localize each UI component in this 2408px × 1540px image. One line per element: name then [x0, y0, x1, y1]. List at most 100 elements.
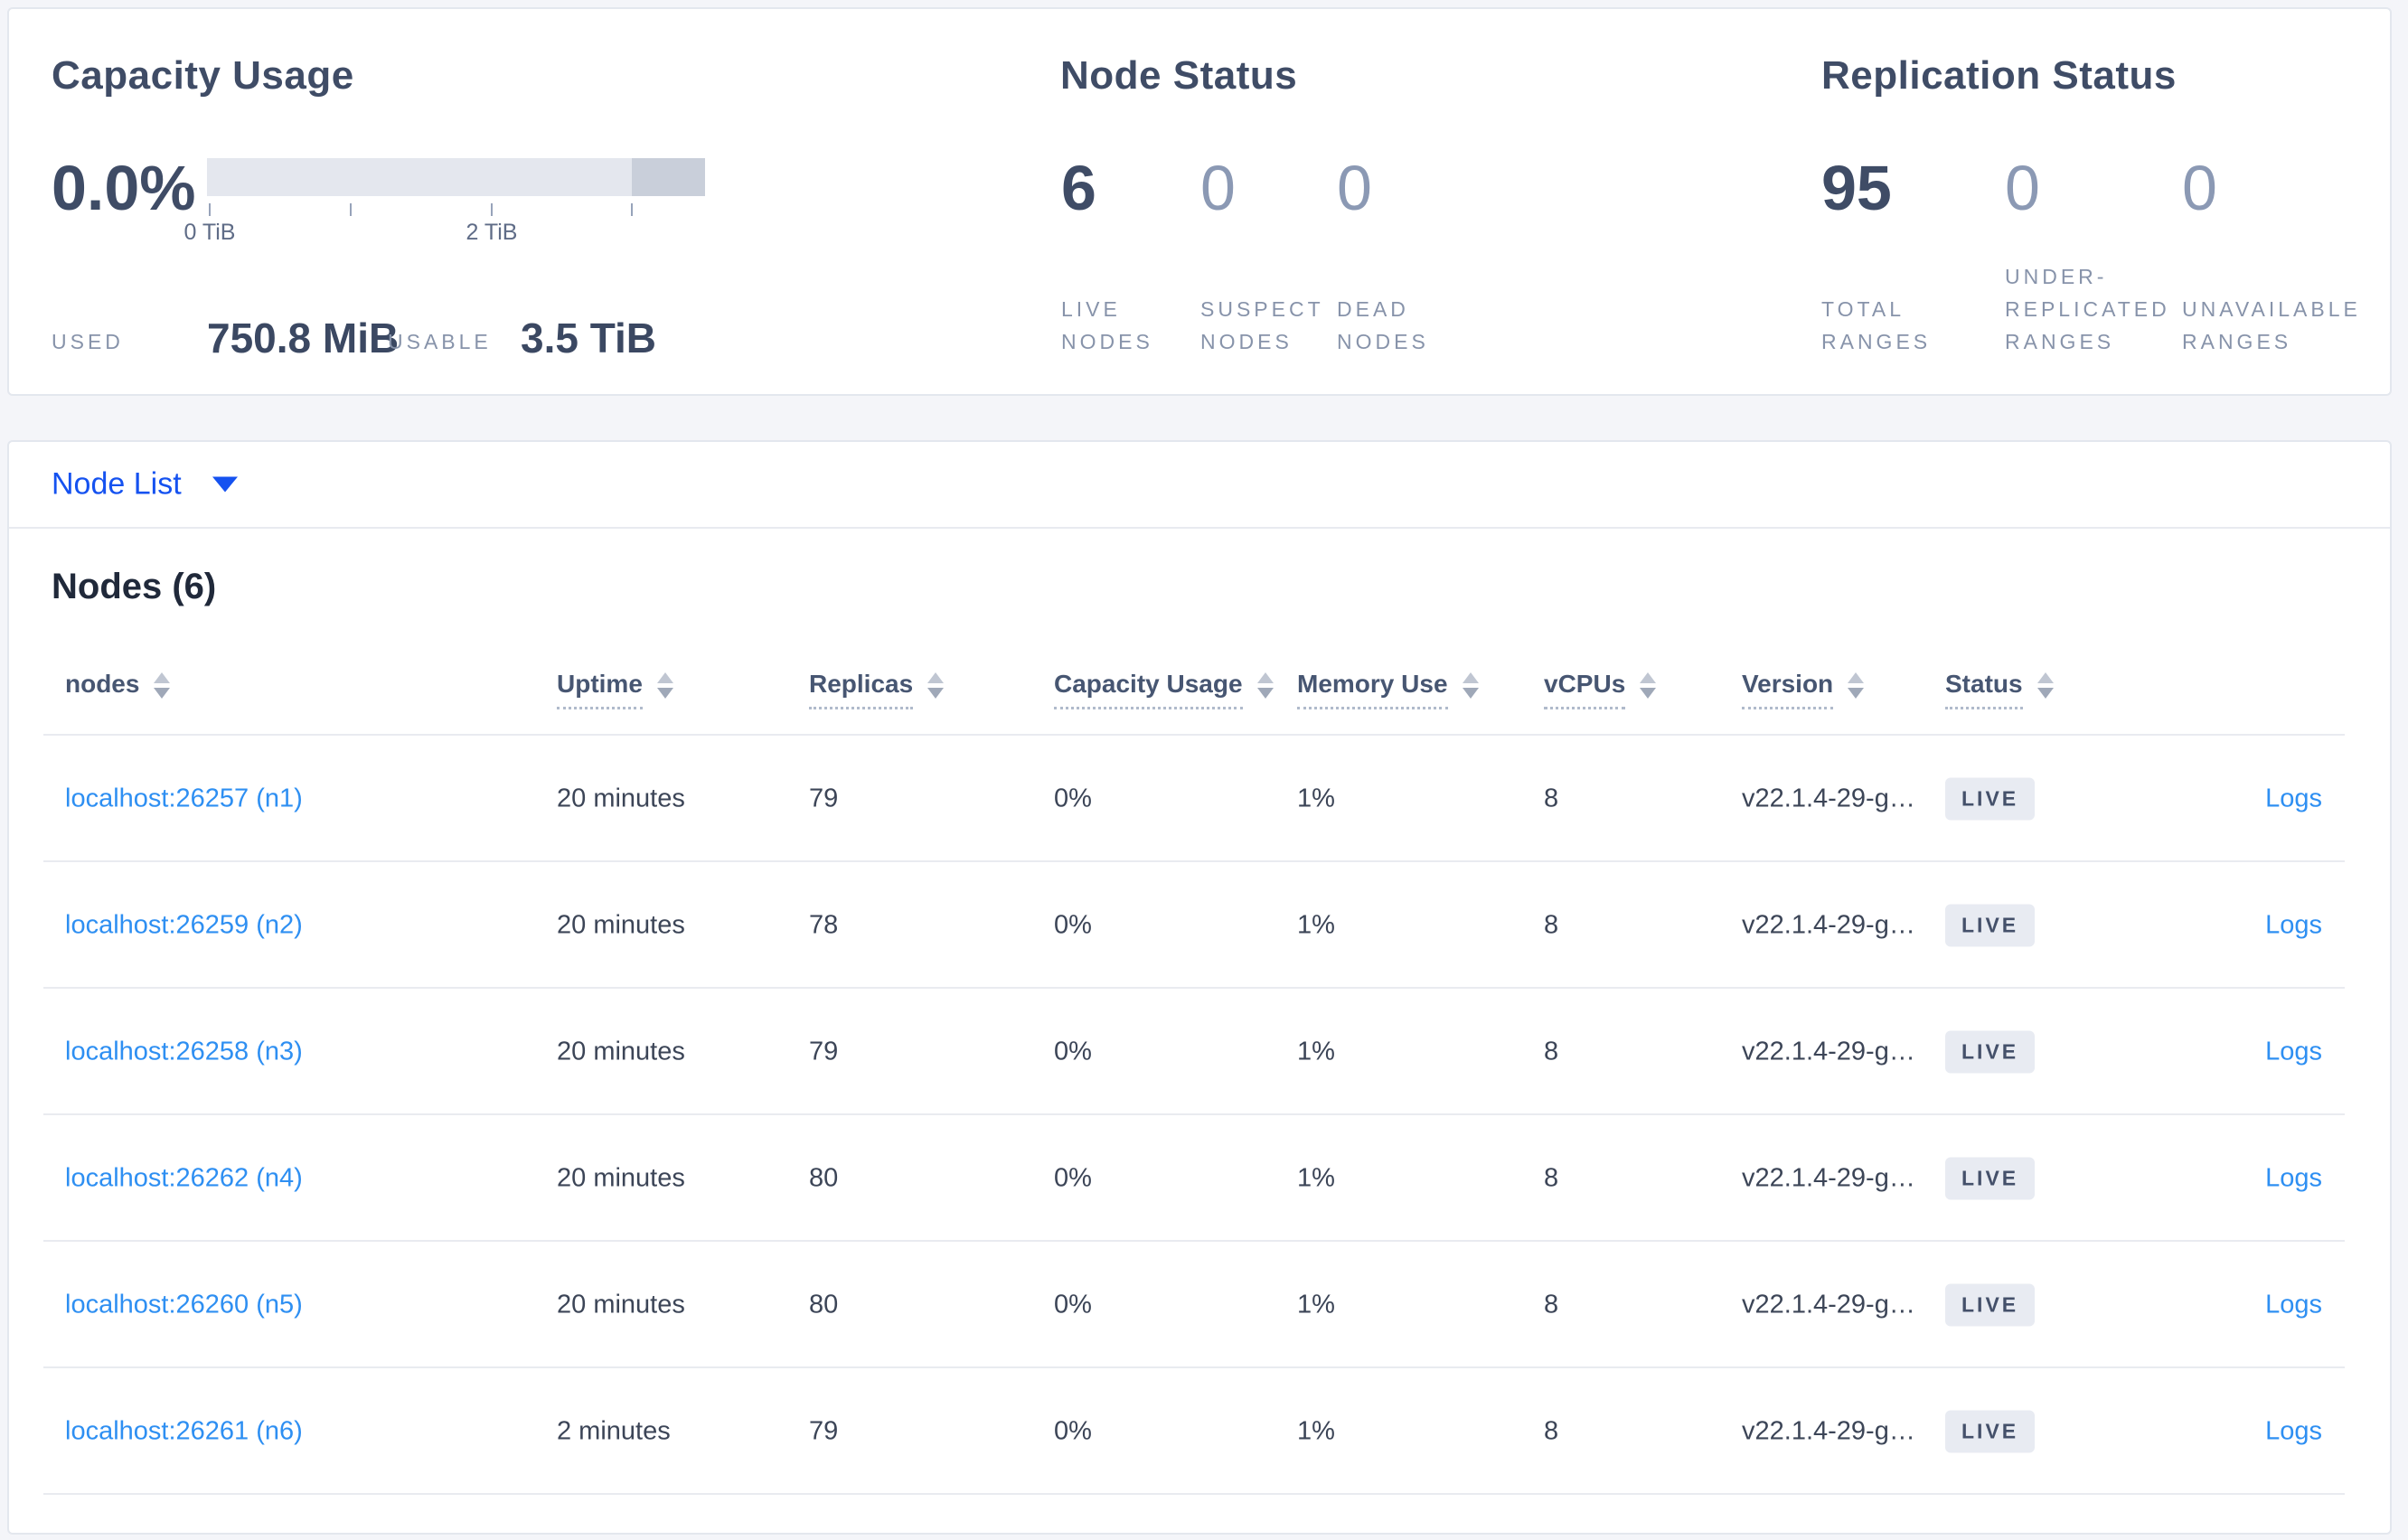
sort-icon: [1640, 671, 1657, 699]
node-status-title: Node Status: [1060, 53, 1298, 98]
column-header-capacity-usage[interactable]: Capacity Usage: [1054, 670, 1274, 709]
logs-link[interactable]: Logs: [2265, 910, 2322, 940]
sort-icon: [1256, 671, 1274, 699]
status-badge: LIVE: [1945, 1283, 2036, 1327]
node-link[interactable]: localhost:26260 (n5): [65, 1290, 303, 1319]
column-header-memory-use[interactable]: Memory Use: [1297, 670, 1479, 709]
sort-icon: [2036, 671, 2054, 699]
status-badge: LIVE: [1945, 904, 2036, 947]
cell-version: v22.1.4-29-g…: [1742, 1416, 1915, 1446]
live-nodes-label: LIVE NODES: [1061, 297, 1153, 353]
sort-icon: [154, 671, 171, 699]
cell-capacity: 0%: [1054, 1290, 1092, 1319]
node-link[interactable]: localhost:26258 (n3): [65, 1037, 303, 1066]
column-header-replicas[interactable]: Replicas: [809, 670, 945, 709]
capacity-bar-reserved-segment: [632, 158, 705, 196]
capacity-bar: 0 TiB 2 TiB: [184, 158, 705, 245]
dead-nodes-count: 0: [1337, 153, 1372, 223]
cell-memory: 1%: [1297, 1163, 1335, 1193]
total-ranges-label: TOTAL RANGES: [1821, 297, 1932, 353]
cell-memory: 1%: [1297, 1290, 1335, 1319]
column-header-version[interactable]: Version: [1742, 670, 1865, 709]
column-header-nodes[interactable]: nodes: [65, 670, 171, 709]
nodes-table-header: nodes Uptime Replicas Capacity Usage Mem…: [9, 643, 2390, 736]
capacity-tick-label-0: 0 TiB: [183, 220, 236, 245]
status-badge: LIVE: [1945, 1030, 2036, 1074]
usable-value: 3.5 TiB: [521, 315, 656, 362]
node-link[interactable]: localhost:26257 (n1): [65, 784, 303, 813]
logs-link[interactable]: Logs: [2265, 784, 2322, 813]
table-row: localhost:26262 (n4) 20 minutes 80 0% 1%…: [9, 1115, 2390, 1242]
nodes-heading: Nodes (6): [52, 567, 217, 606]
capacity-tick-2: [491, 203, 493, 216]
cell-uptime: 20 minutes: [557, 910, 685, 940]
node-link[interactable]: localhost:26262 (n4): [65, 1163, 303, 1193]
cell-replicas: 78: [809, 910, 839, 940]
under-replicated-ranges-label: UNDER-REPLICATED RANGES: [2005, 265, 2170, 353]
table-row: localhost:26258 (n3) 20 minutes 79 0% 1%…: [9, 989, 2390, 1115]
cell-replicas: 79: [809, 1416, 839, 1446]
cell-replicas: 79: [809, 784, 839, 813]
cell-replicas: 80: [809, 1290, 839, 1319]
cell-uptime: 20 minutes: [557, 784, 685, 813]
node-list-dropdown-row: Node List: [9, 442, 2390, 529]
node-list-panel: Node List Nodes (6) nodes Uptime Replica…: [7, 440, 2392, 1535]
unavailable-ranges-count: 0: [2182, 153, 2217, 223]
cell-vcpus: 8: [1544, 784, 1559, 813]
node-list-dropdown-label: Node List: [52, 466, 182, 502]
logs-link[interactable]: Logs: [2265, 1163, 2322, 1193]
used-label: USED: [52, 330, 124, 353]
cell-replicas: 79: [809, 1037, 839, 1066]
unavailable-ranges-label: UNAVAILABLE RANGES: [2182, 297, 2361, 353]
cell-vcpus: 8: [1544, 910, 1559, 940]
cell-uptime: 20 minutes: [557, 1037, 685, 1066]
replication-status-title: Replication Status: [1821, 53, 2177, 98]
cell-capacity: 0%: [1054, 1163, 1092, 1193]
sort-icon: [1848, 671, 1865, 699]
table-row: localhost:26257 (n1) 20 minutes 79 0% 1%…: [9, 736, 2390, 862]
table-row: localhost:26259 (n2) 20 minutes 78 0% 1%…: [9, 862, 2390, 989]
under-replicated-ranges-count: 0: [2005, 153, 2040, 223]
sort-icon: [927, 671, 945, 699]
logs-link[interactable]: Logs: [2265, 1037, 2322, 1066]
total-ranges-count: 95: [1821, 153, 1892, 223]
cell-vcpus: 8: [1544, 1290, 1559, 1319]
cell-memory: 1%: [1297, 910, 1335, 940]
logs-link[interactable]: Logs: [2265, 1290, 2322, 1319]
cell-uptime: 2 minutes: [557, 1416, 671, 1446]
column-header-vcpus[interactable]: vCPUs: [1544, 670, 1657, 709]
cell-vcpus: 8: [1544, 1416, 1559, 1446]
cell-version: v22.1.4-29-g…: [1742, 910, 1915, 940]
cell-uptime: 20 minutes: [557, 1163, 685, 1193]
cell-memory: 1%: [1297, 1037, 1335, 1066]
column-header-uptime[interactable]: Uptime: [557, 670, 673, 709]
node-link[interactable]: localhost:26259 (n2): [65, 910, 303, 940]
capacity-tick-1: [350, 203, 352, 216]
column-header-status[interactable]: Status: [1945, 670, 2054, 709]
cell-version: v22.1.4-29-g…: [1742, 1163, 1915, 1193]
dead-nodes-label: DEAD NODES: [1337, 297, 1429, 353]
cell-capacity: 0%: [1054, 1037, 1092, 1066]
cell-vcpus: 8: [1544, 1163, 1559, 1193]
cell-memory: 1%: [1297, 784, 1335, 813]
chevron-down-icon: [212, 476, 238, 493]
usable-label: USABLE: [388, 330, 492, 353]
cell-uptime: 20 minutes: [557, 1290, 685, 1319]
cell-memory: 1%: [1297, 1416, 1335, 1446]
cell-vcpus: 8: [1544, 1037, 1559, 1066]
cell-version: v22.1.4-29-g…: [1742, 784, 1915, 813]
logs-link[interactable]: Logs: [2265, 1416, 2322, 1446]
capacity-percent: 0.0%: [52, 153, 196, 223]
node-link[interactable]: localhost:26261 (n6): [65, 1416, 303, 1446]
cell-capacity: 0%: [1054, 1416, 1092, 1446]
suspect-nodes-label: SUSPECT NODES: [1200, 297, 1324, 353]
capacity-usage-title: Capacity Usage: [52, 53, 354, 98]
used-value: 750.8 MiB: [207, 315, 400, 362]
capacity-tick-3: [631, 203, 633, 216]
capacity-tick-label-2: 2 TiB: [466, 220, 518, 245]
status-badge: LIVE: [1945, 1410, 2036, 1453]
cell-capacity: 0%: [1054, 784, 1092, 813]
cell-replicas: 80: [809, 1163, 839, 1193]
node-list-dropdown[interactable]: Node List: [52, 467, 238, 502]
cell-capacity: 0%: [1054, 910, 1092, 940]
